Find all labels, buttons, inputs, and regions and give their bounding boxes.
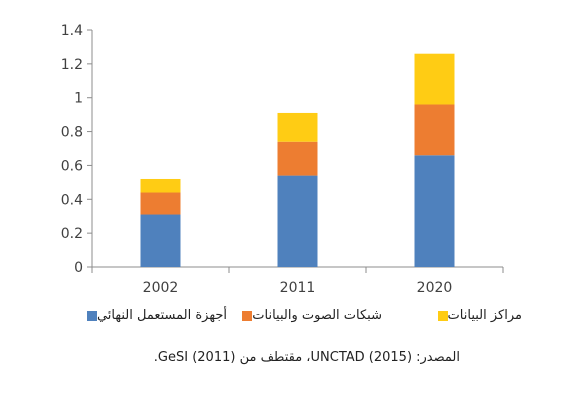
x-tick-label: 2002 <box>143 280 179 296</box>
y-tick-label: 0.4 <box>61 192 83 208</box>
legend: أجهزة المستعمل النهائي شبكات الصوت والبي… <box>0 308 587 332</box>
bar-segment <box>140 214 181 267</box>
y-axis: 0 0.2 0.4 0.6 0.8 1 1.2 1.4 <box>61 23 93 276</box>
stacked-bar-chart: 0 0.2 0.4 0.6 0.8 1 1.2 1.4 2002 2011 2020 <box>61 23 504 296</box>
bar-segment <box>414 104 455 156</box>
legend-swatch-yellow <box>437 310 448 321</box>
legend-item-end-user-devices: أجهزة المستعمل النهائي <box>83 308 227 323</box>
bar-segment <box>277 175 318 267</box>
legend-swatch-blue <box>86 310 97 321</box>
legend-item-data-centers: مراكز البيانات <box>434 308 522 323</box>
legend-label-end-user-devices: أجهزة المستعمل النهائي <box>96 308 227 323</box>
y-tick-label: 1.2 <box>61 57 83 73</box>
source-note: المصدر: UNCTAD (2015)، مقتطف من GeSI (20… <box>153 350 460 365</box>
bar-segment <box>277 112 318 142</box>
y-tick-label: 0.6 <box>61 158 83 174</box>
bar-segment <box>277 141 318 176</box>
bars <box>140 53 455 267</box>
legend-label-data-centers: مراكز البيانات <box>447 308 522 323</box>
x-tick-label: 2020 <box>417 280 453 296</box>
legend-swatch-orange <box>242 310 253 321</box>
bar-segment <box>414 53 455 105</box>
y-tick-label: 0.2 <box>61 226 83 242</box>
x-axis: 2002 2011 2020 <box>91 266 504 296</box>
y-tick-label: 1.4 <box>61 23 83 39</box>
x-tick-label: 2011 <box>280 280 316 296</box>
legend-item-voice-data-networks: شبكات الصوت والبيانات <box>238 308 382 323</box>
bar-segment <box>140 178 181 193</box>
bar-segment <box>414 155 455 267</box>
y-tick-label: 0.8 <box>61 125 83 141</box>
y-tick-label: 0 <box>74 260 83 276</box>
bar-segment <box>140 192 181 215</box>
legend-label-voice-data-networks: شبكات الصوت والبيانات <box>252 308 382 323</box>
y-tick-label: 1 <box>74 91 83 107</box>
